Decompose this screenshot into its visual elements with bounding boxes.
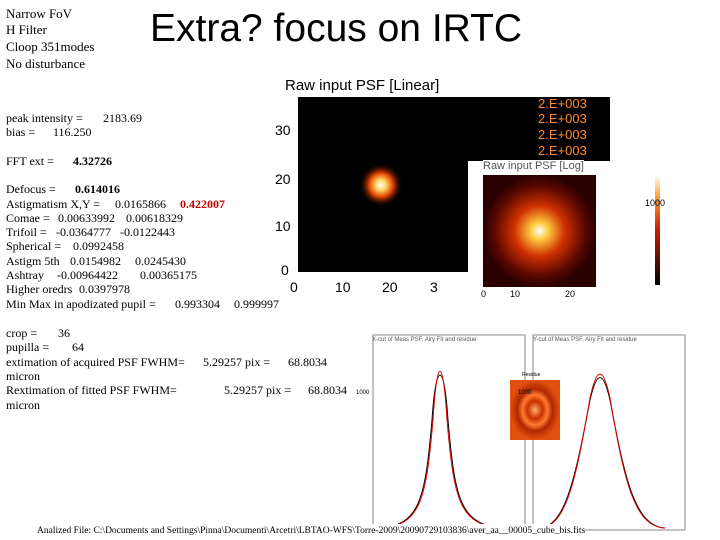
x-cut-fit: [377, 370, 506, 529]
param-value: micron: [6, 369, 40, 383]
param-value: -0.0364777: [56, 225, 111, 239]
param-value: 0.422007: [180, 197, 225, 211]
param-value: 0.999997: [234, 297, 279, 311]
param-value: 2183.69: [103, 111, 142, 125]
param-label: extimation of acquired PSF FWHM=: [6, 355, 185, 369]
param-value: 0.00633992: [58, 211, 115, 225]
y-cut-curve: [539, 377, 666, 529]
param-value: 0.0397978: [79, 282, 130, 296]
param-value: 0.0154982: [70, 254, 121, 268]
x-tick-label: 20: [565, 289, 576, 299]
y-tick-label: 20: [275, 171, 291, 187]
param-label: Min Max in apodizated pupil =: [6, 297, 156, 311]
x-tick-label: 10: [510, 289, 521, 299]
param-label: Ashtray: [6, 268, 44, 282]
x-tick-label: 10: [335, 279, 351, 295]
param-value: 0.0165866: [115, 197, 166, 211]
x-tick-label: 0: [290, 279, 298, 295]
param-value: 5.29257 pix =: [203, 355, 271, 369]
note: Cloop 351modes: [6, 39, 95, 54]
inset-title: Residue: [522, 372, 541, 378]
colorbar-label: 2.E+003: [538, 111, 587, 126]
param-label: Astigm 5th: [6, 254, 60, 268]
param-value: 5.29257 pix =: [224, 383, 292, 397]
param-label: pupilla =: [6, 340, 50, 354]
param-value: 0.614016: [75, 182, 120, 196]
colorbar-label: 2.E+003: [538, 127, 587, 142]
y-tick-label: 10: [275, 218, 291, 234]
slide-title: Extra? focus on IRTC: [150, 7, 523, 50]
param-label: Spherical =: [6, 239, 62, 253]
y-tick-label: 1000: [518, 390, 532, 396]
param-label: Defocus =: [6, 182, 56, 196]
plot-title: Raw input PSF [Linear]: [285, 77, 440, 94]
param-value: micron: [6, 398, 40, 412]
psf-spot: [359, 163, 403, 207]
note: H Filter: [6, 22, 47, 37]
psf-log-colorbar: [655, 175, 660, 285]
footer: Analized File: C:\Documents and Settings…: [37, 524, 586, 538]
param-label: peak intensity =: [6, 111, 83, 125]
param-label: bias =: [6, 125, 36, 139]
note: No disturbance: [6, 56, 86, 71]
param-value: 0.0992458: [73, 239, 124, 253]
param-value: 0.00618329: [126, 211, 183, 225]
param-label: Astigmatism X,Y =: [6, 197, 100, 211]
param-value: -0.00964422: [57, 268, 118, 282]
param-value: 36: [58, 326, 70, 340]
param-value: 0.993304: [175, 297, 220, 311]
y-tick-label: 30: [275, 122, 291, 138]
param-value: 0.0245430: [135, 254, 186, 268]
colorbar-label: 1000: [645, 198, 666, 208]
param-label: Higher oredrs: [6, 282, 73, 296]
residue-image: [510, 380, 560, 440]
plot-title: X-cut of Meas PSF, Airy Fit and residue: [372, 337, 477, 343]
param-label: FFT ext =: [6, 154, 54, 168]
param-label: Trifoil =: [6, 225, 47, 239]
colorbar-label: 2.E+003: [538, 143, 587, 158]
param-value: -0.0122443: [120, 225, 175, 239]
x-tick-label: 3: [430, 279, 438, 295]
param-label: crop =: [6, 326, 38, 340]
y-tick-label: 0: [281, 262, 289, 278]
y-cut-fit: [539, 373, 666, 529]
param-value: 4.32726: [73, 154, 112, 168]
plot-title: Y-cut of Meas PSF, Airy Fit and residue: [533, 337, 637, 343]
param-value: 116.250: [53, 125, 92, 139]
note: Narrow FoV: [6, 6, 73, 21]
plot-title: Raw input PSF [Log]: [483, 160, 584, 172]
param-label: Rextimation of fitted PSF FWHM=: [6, 383, 177, 397]
param-value: 68.8034: [288, 355, 327, 369]
param-value: 68.8034: [308, 383, 347, 397]
colorbar-label: 2.E+003: [538, 96, 587, 111]
x-cut-curve: [377, 374, 506, 529]
y-tick-label: 1000: [356, 390, 370, 396]
psf-linear-colorbar: [468, 97, 610, 161]
psf-log-image: [483, 175, 596, 287]
x-tick-label: 0: [481, 289, 487, 299]
param-value: 64: [72, 340, 84, 354]
param-label: Comae =: [6, 211, 50, 225]
param-value: 0.00365175: [140, 268, 197, 282]
x-tick-label: 20: [382, 279, 398, 295]
